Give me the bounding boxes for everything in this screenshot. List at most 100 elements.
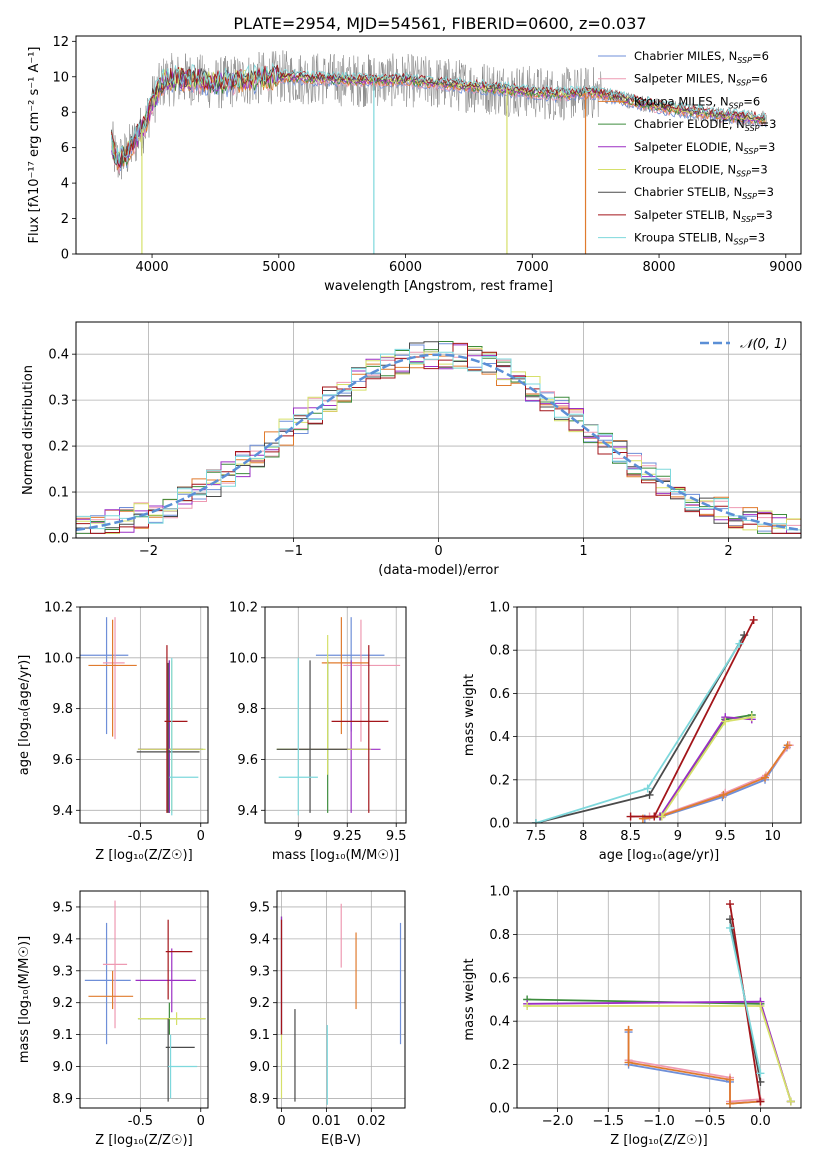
errorbar-point-salpeter-elodie — [135, 948, 196, 1013]
y-tick-label: 9.6 — [237, 753, 258, 768]
y-axis-label: mass weight — [462, 958, 477, 1040]
x-axis-label: (data-model)/error — [378, 563, 499, 578]
x-tick-label: 0.01 — [312, 1114, 341, 1129]
data-point-marker — [645, 790, 654, 799]
y-tick-label: 9.3 — [52, 964, 73, 979]
data-point-marker — [523, 1002, 532, 1011]
errorbar-point-salpeter-miles — [102, 900, 128, 1029]
x-tick-label: 8000 — [642, 260, 675, 275]
series-kroupa-stelib — [531, 639, 744, 823]
series-kroupa-elodie — [523, 1002, 795, 1106]
y-tick-label: 9.1 — [249, 1028, 270, 1043]
legend-entry: Kroupa MILES, NSSP=6 — [634, 94, 760, 110]
x-tick-label: 9.5 — [386, 829, 407, 844]
errorbar-point-salpeter-stelib — [165, 919, 193, 1000]
data-point-marker — [786, 1097, 795, 1106]
axes-frame — [516, 890, 802, 1109]
errorbar-point-kroupa-miles — [88, 970, 134, 1010]
errorbar-point-salpeter-stelib — [331, 645, 389, 813]
x-tick-label: -0.5 — [128, 829, 153, 844]
y-tick-label: 0.0 — [489, 1102, 510, 1117]
axes-frame — [276, 890, 406, 1109]
y-tick-label: 0.4 — [489, 1015, 510, 1030]
panel-age-vs-z: -0.5 0 9.4 9.6 9.8 10.0 10.2 Z [log₁₀(Z/Z☉)] age… — [17, 601, 209, 863]
data-point-marker — [624, 1058, 633, 1067]
errorbar-point-chabrier-stelib — [276, 660, 348, 813]
x-tick-label: 9 — [674, 829, 682, 844]
y-tick-label: 9.4 — [237, 804, 258, 819]
data-point-marker — [624, 1025, 633, 1034]
axes-frame — [516, 606, 802, 824]
y-tick-label: 9.3 — [249, 964, 270, 979]
y-axis-label: mass [log₁₀(M/M☉)] — [17, 936, 32, 1063]
legend-entry: Salpeter MILES, NSSP=6 — [634, 72, 768, 88]
x-tick-label: 0.02 — [357, 1114, 386, 1129]
x-tick-label: −2 — [139, 544, 158, 559]
panel-weight-vs-age: 7.5 8 8.5 9 9.5 10 0.0 0.2 0.4 0.6 0.8 1.0 age [log₁… — [462, 601, 802, 863]
data-point-marker — [735, 639, 744, 648]
x-axis-label: Z [log₁₀(Z/Z☉)] — [610, 1133, 707, 1148]
x-axis-label: wavelength [Angstrom, rest frame] — [324, 279, 553, 294]
x-tick-label: 9.5 — [715, 829, 736, 844]
x-tick-label: 0 — [197, 1114, 205, 1129]
y-tick-label: 0.6 — [489, 971, 510, 986]
y-tick-label: 4 — [61, 177, 69, 192]
y-tick-label: 1.0 — [489, 885, 510, 900]
y-tick-label: 6 — [61, 141, 69, 156]
y-tick-label: 9.1 — [52, 1028, 73, 1043]
errorbar-point-chabrier-elodie — [137, 660, 204, 813]
series-chabrier-elodie — [656, 711, 756, 821]
axes-frame — [79, 890, 209, 1109]
x-tick-label: 0 — [197, 829, 205, 844]
y-tick-label: 8 — [61, 106, 69, 121]
x-tick-label: 0 — [434, 544, 442, 559]
legend-entry: Salpeter STELIB, NSSP=3 — [634, 208, 773, 224]
data-point-marker — [749, 615, 758, 624]
errorbar-point-chabrier-miles — [315, 617, 385, 732]
series-salpeter-stelib — [626, 615, 758, 821]
x-tick-label: 1 — [579, 544, 587, 559]
y-tick-label: 0.8 — [489, 928, 510, 943]
age-vs-z-plot-area — [80, 607, 208, 823]
data-point-marker — [726, 1075, 734, 1084]
errorbar-point-kroupa-miles — [321, 617, 369, 735]
series-kroupa-stelib — [726, 923, 765, 1078]
y-tick-label: 10 — [52, 70, 69, 85]
legend-entry: Kroupa ELODIE, NSSP=3 — [634, 163, 768, 179]
errorbar-point-salpeter-elodie — [292, 660, 381, 813]
panel-mass-vs-z: -0.5 0 8.9 9.0 9.1 9.2 9.3 9.4 9.5 Z [log₁₀(Z/Z☉)… — [17, 890, 209, 1148]
panel-weight-vs-z: −2.0 −1.5 −1.0 −0.5 0.0 0.0 0.2 0.4 0.6 0.8 1.0 Z [… — [462, 885, 802, 1148]
errorbar-point-kroupa-stelib — [168, 1034, 198, 1099]
y-tick-label: 0 — [61, 248, 69, 263]
data-point-marker — [761, 773, 770, 782]
x-tick-label: 6000 — [389, 260, 422, 275]
y-tick-label: 0.1 — [48, 486, 69, 501]
x-axis-label: mass [log₁₀(M/M☉)] — [272, 848, 399, 863]
legend-entry: Chabrier MILES, NSSP=6 — [634, 49, 769, 65]
data-point-marker — [756, 1097, 765, 1106]
legend-entry: 𝒩(0, 1) — [740, 337, 787, 352]
axes-frame — [79, 606, 209, 824]
x-tick-label: −0.5 — [694, 1114, 726, 1129]
series-kroupa-elodie — [657, 713, 756, 821]
errorbar-point-salpeter-elodie — [137, 660, 201, 813]
x-tick-label: 9.25 — [333, 829, 362, 844]
data-point-marker — [756, 1002, 765, 1011]
y-axis-label: Flux [fλ10⁻¹⁷ erg cm⁻² s⁻¹ A⁻¹] — [27, 47, 42, 244]
legend-entry: Salpeter ELODIE, NSSP=3 — [634, 140, 775, 156]
y-tick-label: 8.9 — [52, 1092, 73, 1107]
mass-vs-z-plot-area — [80, 891, 208, 1108]
data-point-marker — [650, 812, 659, 821]
y-axis-label: mass weight — [462, 674, 477, 756]
panel-age-vs-mass: 9 9.25 9.5 9.4 9.6 9.8 10.0 10.2 mass [log₁₀(M/M… — [229, 601, 407, 864]
series-chabrier-miles — [624, 1028, 765, 1108]
y-tick-label: 0.4 — [489, 730, 510, 745]
y-tick-label: 9.4 — [52, 804, 73, 819]
y-tick-label: 9.4 — [52, 932, 73, 947]
data-point-marker — [783, 741, 792, 750]
y-tick-label: 9.5 — [52, 900, 73, 915]
errorbar-point-chabrier-elodie — [276, 660, 367, 813]
x-tick-label: −2.0 — [542, 1114, 574, 1129]
data-point-marker — [721, 717, 730, 726]
